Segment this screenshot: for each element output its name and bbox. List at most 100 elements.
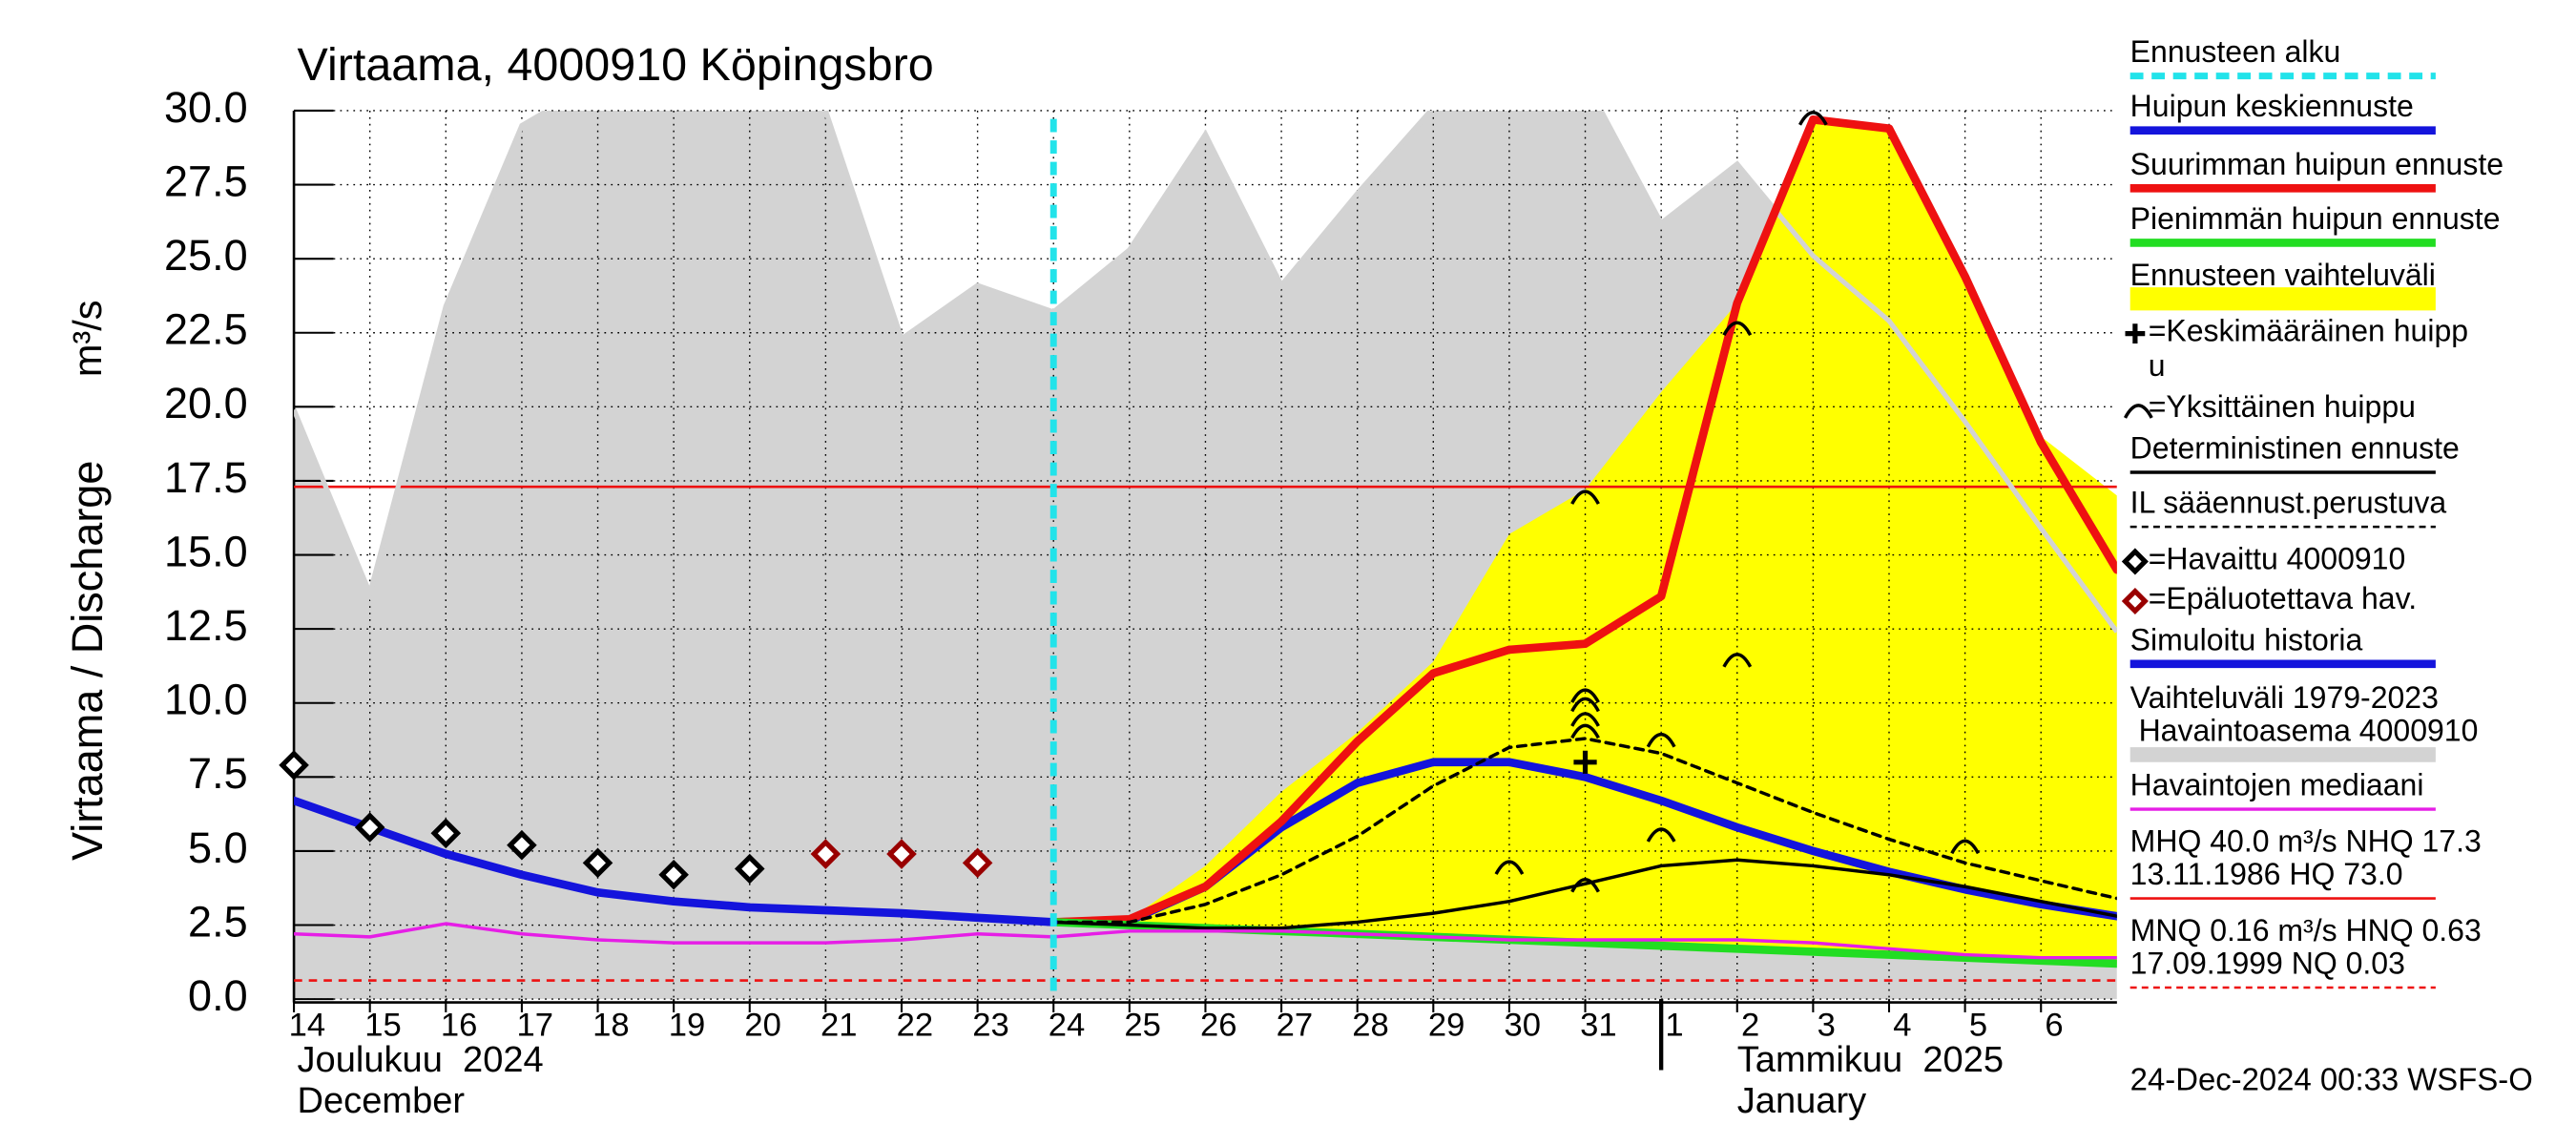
legend-label-line: Huipun keskiennuste: [2130, 90, 2414, 124]
legend-label: Ennusteen vaihteluväli: [2130, 258, 2436, 292]
legend-label-line: 13.11.1986 HQ 73.0: [2130, 857, 2403, 891]
peak-marker: [1950, 839, 1980, 855]
x-tick-label: 20: [744, 1008, 781, 1044]
observation-marker: [962, 847, 993, 879]
legend-label-line: =Havaittu 4000910: [2149, 542, 2406, 576]
legend-label-line: Simuloitu historia: [2130, 623, 2363, 657]
x-tick-label: 21: [821, 1008, 858, 1044]
x-tick-label: 4: [1893, 1008, 1911, 1044]
legend-label: Deterministinen ennuste: [2130, 431, 2460, 466]
x-tick-label: 15: [364, 1008, 402, 1044]
legend-label-line: 17.09.1999 NQ 0.03: [2130, 947, 2405, 981]
legend-label: Huipun keskiennuste: [2130, 90, 2414, 124]
y-tick-label: 20.0: [164, 379, 248, 427]
line-layer: [294, 110, 2117, 982]
x-tick-label: 28: [1352, 1008, 1389, 1044]
timestamp: 24-Dec-2024 00:33 WSFS-O: [2130, 1061, 2533, 1096]
legend-label-line: Vaihteluväli 1979-2023: [2130, 680, 2439, 715]
x-tick-label: 30: [1505, 1008, 1542, 1044]
x-tick-label: 27: [1277, 1008, 1314, 1044]
y-axis-label: Virtaama / Discharge: [63, 461, 112, 861]
peak-marker: [1570, 697, 1600, 713]
marker-layer: [279, 111, 1980, 1000]
legend-symbol: [2121, 587, 2149, 615]
legend-label-line: Ennusteen alku: [2130, 35, 2341, 70]
peak-marker: [1798, 111, 1828, 126]
legend-label-line: =Keskimääräinen huipp: [2149, 314, 2468, 348]
month-label: December: [298, 1081, 466, 1121]
legend-label-line: Pienimmän huipun ennuste: [2130, 201, 2501, 236]
y-tick-label: 12.5: [164, 601, 248, 650]
series-line: [1049, 114, 2117, 926]
observation-marker: [279, 750, 309, 781]
peak-marker: [1722, 653, 1753, 668]
x-tick-label: 25: [1124, 1008, 1161, 1044]
peak-marker: [1570, 723, 1600, 739]
x-tick-label: 18: [592, 1008, 630, 1044]
y-tick-label: 5.0: [188, 823, 248, 872]
x-tick-label: 2: [1741, 1008, 1759, 1044]
x-tick-label: 19: [669, 1008, 706, 1044]
legend-label: IL sääennust.perustuva: [2130, 486, 2447, 520]
x-tick-label: 1: [1665, 1008, 1683, 1044]
x-tick-label: 16: [441, 1008, 478, 1044]
legend-label: =Keskimääräinen huipp u: [2149, 314, 2468, 383]
observation-marker: [582, 847, 613, 879]
legend-label-line: =Epäluotettava hav.: [2149, 581, 2417, 615]
legend-label: Vaihteluväli 1979-2023 Havaintoasema 400…: [2130, 680, 2479, 748]
series-line: [1051, 858, 2117, 930]
y-tick-label: 27.5: [164, 156, 248, 205]
y-tick-label: 10.0: [164, 676, 248, 724]
x-tick-label: 22: [897, 1008, 934, 1044]
y-tick-label: 7.5: [188, 749, 248, 798]
legend-label-line: Havaintoasema 4000910: [2130, 714, 2479, 748]
series-line: [1051, 737, 2117, 925]
x-tick-label: 29: [1428, 1008, 1465, 1044]
x-tick-label: 3: [1818, 1008, 1836, 1044]
mean-peak-marker: [1573, 750, 1597, 774]
observation-marker: [354, 812, 385, 843]
y-tick-label: 25.0: [164, 231, 248, 280]
peak-marker: [1570, 688, 1600, 703]
legend-label-line: =Yksittäinen huippu: [2149, 390, 2416, 425]
y-tick-label: 22.5: [164, 305, 248, 354]
legend-label: =Epäluotettava hav.: [2149, 581, 2417, 615]
series-line: [294, 796, 1058, 926]
x-tick-label: 5: [1969, 1008, 1987, 1044]
legend-label: =Yksittäinen huippu: [2149, 390, 2416, 425]
x-tick-label: 26: [1200, 1008, 1237, 1044]
peak-marker: [1570, 489, 1600, 505]
x-tick-label: 31: [1580, 1008, 1617, 1044]
legend-label-line: IL sääennust.perustuva: [2130, 486, 2447, 520]
peak-marker: [1722, 321, 1753, 337]
legend-label: Ennusteen alku: [2130, 35, 2341, 70]
observation-marker: [734, 853, 765, 885]
x-tick-label: 17: [517, 1008, 554, 1044]
month-label: January: [1737, 1081, 1866, 1121]
legend-label: =Havaittu 4000910: [2149, 542, 2406, 576]
y-tick-label: 2.5: [188, 897, 248, 946]
legend-symbol: [2123, 404, 2153, 419]
legend-label: MNQ 0.16 m³/s HNQ 0.63 17.09.1999 NQ 0.03: [2130, 913, 2482, 981]
chart-title: Virtaama, 4000910 Köpingsbro: [298, 39, 934, 91]
legend-label: Simuloitu historia: [2130, 623, 2363, 657]
x-tick-label: 23: [972, 1008, 1008, 1044]
peak-marker: [1494, 860, 1525, 875]
x-tick-label: 6: [2045, 1008, 2063, 1044]
y-tick-label: 15.0: [164, 527, 248, 575]
legend-label-line: MNQ 0.16 m³/s HNQ 0.63: [2130, 913, 2482, 947]
legend-label-line: MHQ 40.0 m³/s NHQ 17.3: [2130, 824, 2482, 859]
legend-label-line: Havaintojen mediaani: [2130, 768, 2424, 802]
series-line: [294, 922, 2117, 960]
range-outline: [294, 110, 2117, 634]
legend: Ennusteen alku Huipun keskiennuste Suurimm…: [2121, 35, 2503, 989]
peak-marker: [1570, 878, 1600, 893]
observation-marker: [430, 818, 462, 849]
legend-label: Havaintojen mediaani: [2130, 768, 2424, 802]
peak-marker: [1646, 827, 1676, 843]
y-axis-unit: m³/s: [65, 300, 110, 377]
observation-marker: [810, 839, 841, 869]
x-tick-label: 24: [1049, 1008, 1086, 1044]
